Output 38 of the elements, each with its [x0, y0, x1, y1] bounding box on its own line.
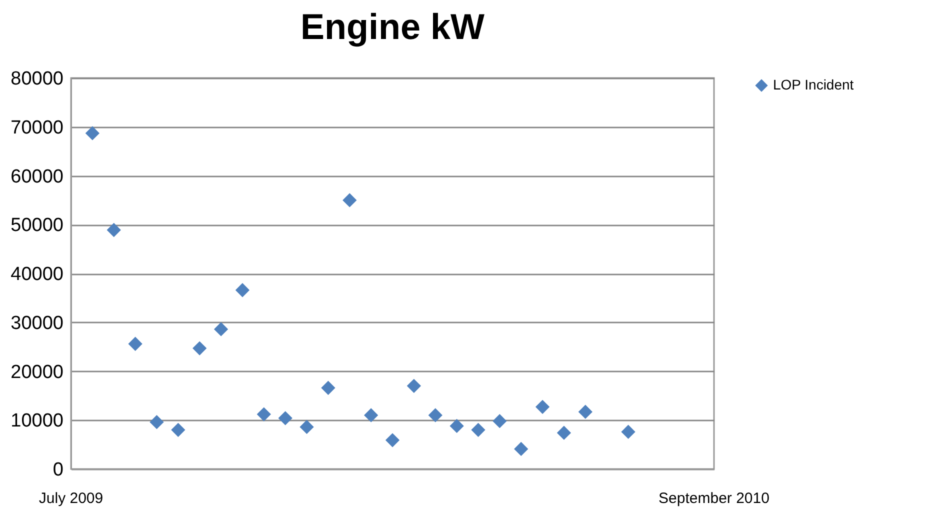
y-tick-label: 50000 [10, 215, 64, 236]
point [321, 380, 336, 395]
text: September 2010 [658, 490, 770, 507]
y-tick-label: 30000 [10, 312, 64, 334]
text: July 2009 [38, 490, 104, 507]
y-tick-label: 20000 [10, 362, 64, 383]
point [278, 411, 292, 426]
y-tick-label: 80000 [10, 68, 64, 90]
point [128, 336, 142, 351]
y-tick-label: 40000 [10, 264, 64, 285]
y-tick-label: 10000 [10, 410, 64, 432]
point [406, 378, 422, 393]
point [85, 126, 100, 140]
chart-title: Engine kW [300, 6, 485, 47]
legend-label: LOP Incident [773, 76, 854, 92]
y-tick-label: 70000 [10, 117, 64, 138]
point [300, 420, 314, 434]
point [235, 283, 250, 298]
point [578, 404, 592, 419]
point [214, 322, 228, 336]
point [364, 408, 378, 422]
y-tick-label: 60000 [10, 166, 64, 188]
point [514, 442, 528, 456]
point [450, 418, 464, 434]
point [150, 415, 164, 430]
point [192, 341, 207, 356]
point [256, 407, 271, 422]
point [106, 222, 121, 238]
point [556, 426, 572, 440]
point [492, 414, 507, 428]
y-tick-label: 0 [52, 460, 64, 480]
point [471, 422, 486, 437]
point [171, 422, 186, 437]
point [428, 408, 442, 422]
point [342, 193, 357, 208]
point [385, 433, 400, 448]
point [621, 424, 636, 439]
point [535, 400, 550, 414]
